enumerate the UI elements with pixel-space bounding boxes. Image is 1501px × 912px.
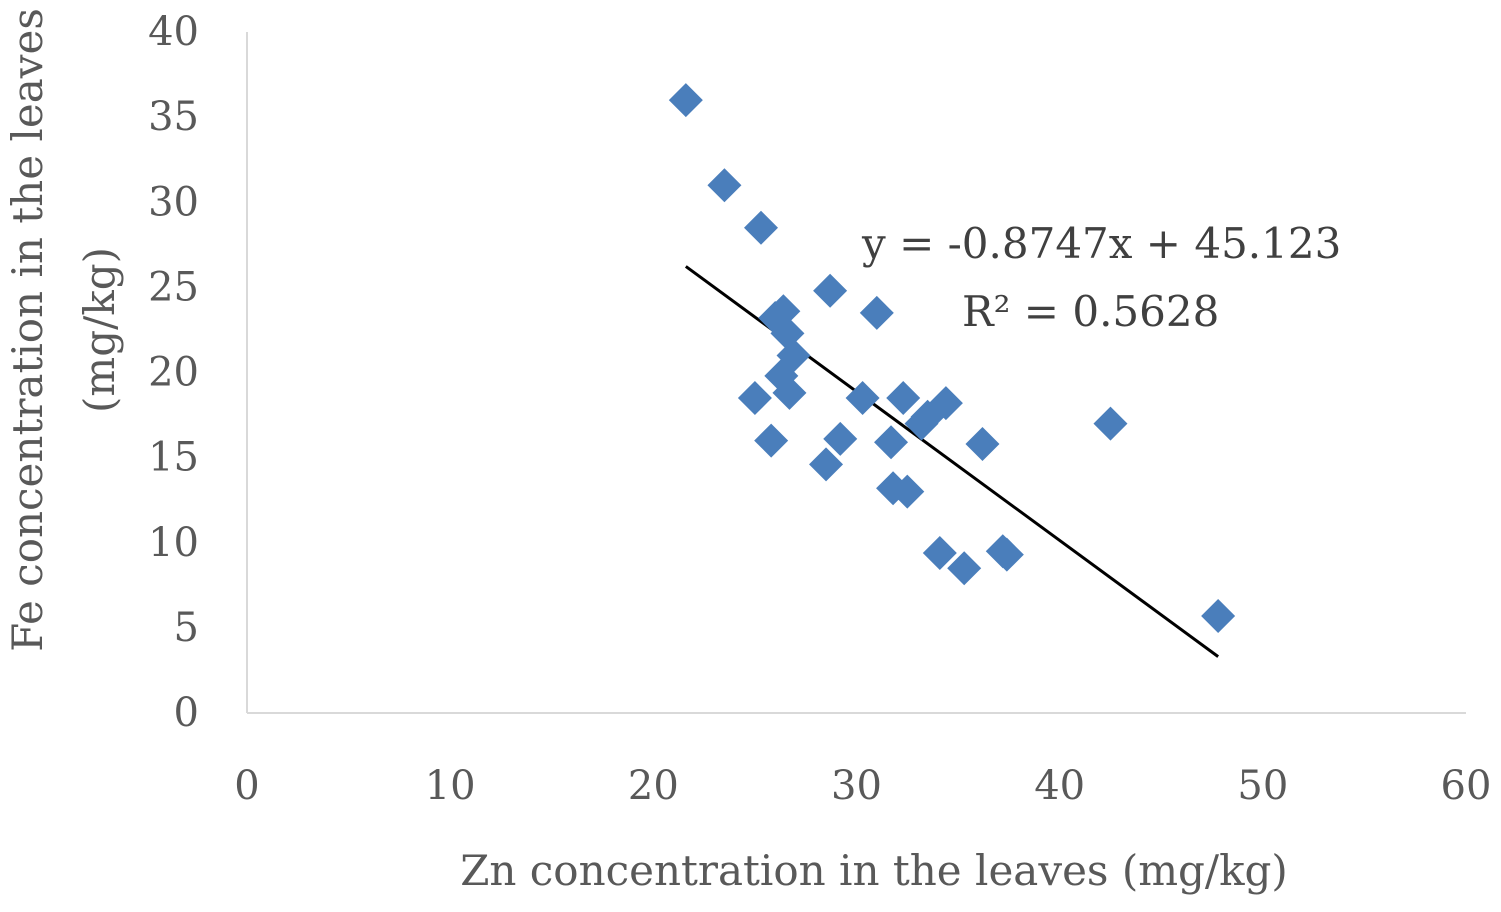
y-axis-title-line2: (mg/kg) xyxy=(75,247,124,413)
x-axis-title: Zn concentration in the leaves (mg/kg) xyxy=(460,846,1288,895)
data-point xyxy=(874,425,909,460)
data-point xyxy=(1201,598,1236,633)
data-point xyxy=(772,375,807,410)
data-point xyxy=(922,535,957,570)
x-tick-label: 30 xyxy=(831,763,882,809)
data-points xyxy=(668,83,1236,633)
data-point xyxy=(859,295,894,330)
data-point xyxy=(813,273,848,308)
data-point xyxy=(707,168,742,203)
data-point xyxy=(754,423,789,458)
x-tick-label: 20 xyxy=(628,763,679,809)
trendline-equation: y = -0.8747x + 45.123 xyxy=(861,219,1341,268)
data-point xyxy=(947,551,982,586)
x-tick-labels: 0 10 20 30 40 50 60 xyxy=(234,763,1491,809)
data-point xyxy=(766,294,801,329)
y-tick-labels: 0 5 10 15 20 25 30 35 40 xyxy=(148,9,199,736)
x-tick-label: 60 xyxy=(1441,763,1492,809)
data-point xyxy=(845,381,880,416)
y-tick-label: 10 xyxy=(148,520,199,566)
x-tick-label: 40 xyxy=(1034,763,1085,809)
r-squared-label: R² = 0.5628 xyxy=(962,287,1219,336)
x-tick-label: 10 xyxy=(425,763,476,809)
y-tick-label: 0 xyxy=(174,690,199,736)
data-point xyxy=(737,381,772,416)
y-tick-label: 40 xyxy=(148,9,199,55)
y-tick-label: 15 xyxy=(148,435,199,481)
y-tick-label: 35 xyxy=(148,94,199,140)
data-point xyxy=(744,210,779,245)
data-point xyxy=(965,427,1000,462)
data-point xyxy=(890,474,925,509)
y-axis-title-line1: Fe concentration in the leaves xyxy=(3,8,52,652)
data-point xyxy=(668,83,703,118)
x-tick-label: 0 xyxy=(234,763,259,809)
data-point xyxy=(1093,406,1128,441)
data-point xyxy=(823,421,858,456)
data-point xyxy=(809,447,844,482)
x-tick-label: 50 xyxy=(1237,763,1288,809)
data-point xyxy=(886,381,921,416)
data-point xyxy=(928,386,963,421)
y-tick-label: 30 xyxy=(148,179,199,225)
y-tick-label: 25 xyxy=(148,264,199,310)
data-point xyxy=(989,537,1024,572)
y-tick-label: 20 xyxy=(148,350,199,396)
y-tick-label: 5 xyxy=(174,605,199,651)
